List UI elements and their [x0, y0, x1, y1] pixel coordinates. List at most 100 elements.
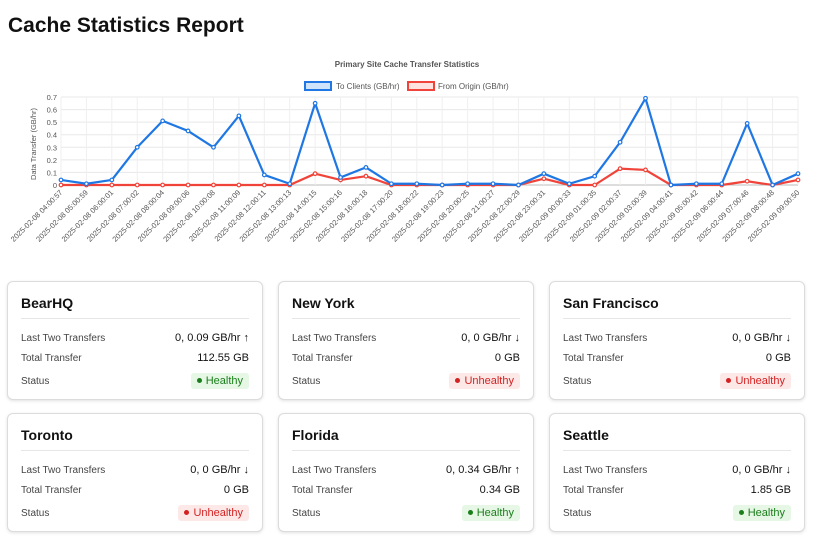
status-label: Status	[563, 375, 592, 387]
data-point[interactable]	[617, 139, 623, 145]
data-point[interactable]	[439, 182, 445, 188]
data-point[interactable]	[84, 181, 89, 187]
data-point[interactable]	[592, 182, 598, 188]
data-point[interactable]	[312, 100, 318, 106]
status-badge: Healthy	[732, 505, 791, 521]
total-label: Total Transfer	[292, 484, 353, 496]
data-point[interactable]	[312, 171, 318, 177]
legend-swatch-clients[interactable]	[304, 81, 332, 91]
data-point[interactable]	[58, 182, 64, 188]
data-point[interactable]	[185, 128, 191, 134]
status-label: Status	[563, 507, 592, 519]
data-point[interactable]	[185, 182, 191, 188]
data-point[interactable]	[388, 181, 394, 187]
data-point[interactable]	[338, 175, 343, 180]
data-point[interactable]	[109, 177, 115, 183]
total-label: Total Transfer	[563, 352, 624, 364]
status-badge: Healthy	[461, 505, 520, 521]
chart-title: Primary Site Cache Transfer Statistics	[335, 60, 480, 69]
data-point[interactable]	[465, 181, 471, 187]
data-point[interactable]	[744, 120, 750, 126]
status-text: Unhealthy	[193, 507, 243, 519]
status-dot-icon	[455, 377, 461, 383]
last-two-value: 0, 0 GB/hr ↓	[190, 464, 249, 476]
data-point[interactable]	[363, 173, 369, 179]
data-point[interactable]	[58, 177, 64, 183]
data-point[interactable]	[744, 178, 750, 184]
site-name: Florida	[292, 427, 520, 451]
site-card: BearHQ Last Two Transfers 0, 0.09 GB/hr ↑…	[7, 281, 263, 400]
legend[interactable]: To Clients (GB/hr) From Origin (GB/hr)	[304, 81, 509, 91]
data-point[interactable]	[261, 172, 267, 178]
total-row: Total Transfer 0 GB	[563, 350, 791, 366]
total-row: Total Transfer 1.85 GB	[563, 482, 791, 498]
data-point[interactable]	[287, 181, 293, 187]
status-dot-icon	[738, 509, 744, 515]
site-card: New York Last Two Transfers 0, 0 GB/hr ↓ …	[278, 281, 534, 400]
status-badge: Healthy	[190, 373, 249, 389]
total-value: 0 GB	[765, 352, 791, 364]
data-point[interactable]	[617, 166, 623, 172]
y-axis-ticks: 0 0.1 0.2 0.3 0.4 0.5 0.6 0.7	[47, 93, 57, 190]
total-value: 1.85 GB	[750, 484, 791, 496]
data-point[interactable]	[211, 144, 216, 150]
data-point[interactable]	[160, 118, 166, 124]
data-point[interactable]	[592, 173, 598, 179]
data-point[interactable]	[160, 182, 166, 188]
data-point[interactable]	[414, 181, 420, 187]
total-label: Total Transfer	[21, 484, 82, 496]
y-tick-label: 0.4	[47, 131, 57, 140]
data-point[interactable]	[211, 182, 216, 188]
status-text: Unhealthy	[735, 375, 785, 387]
status-text: Healthy	[476, 507, 514, 519]
data-point[interactable]	[541, 171, 547, 177]
data-point[interactable]	[134, 144, 140, 150]
last-two-label: Last Two Transfers	[292, 332, 377, 344]
data-point[interactable]	[693, 181, 699, 187]
legend-label-clients[interactable]: To Clients (GB/hr)	[336, 82, 400, 91]
total-row: Total Transfer 112.55 GB	[21, 350, 249, 366]
status-badge: Unhealthy	[449, 373, 520, 389]
last-two-value: 0, 0 GB/hr ↓	[732, 464, 791, 476]
y-tick-label: 0	[53, 181, 57, 190]
status-dot-icon	[196, 377, 202, 383]
data-point[interactable]	[363, 164, 369, 170]
last-two-row: Last Two Transfers 0, 0 GB/hr ↓	[21, 462, 249, 478]
data-point[interactable]	[643, 167, 648, 173]
last-two-label: Last Two Transfers	[563, 332, 648, 344]
chart-series	[58, 95, 801, 188]
data-point[interactable]	[236, 182, 242, 188]
data-point[interactable]	[134, 182, 140, 188]
data-point[interactable]	[541, 176, 547, 182]
data-point[interactable]	[516, 182, 521, 188]
total-row: Total Transfer 0.34 GB	[292, 482, 520, 498]
data-point[interactable]	[643, 95, 648, 101]
last-two-label: Last Two Transfers	[563, 464, 648, 476]
data-point[interactable]	[261, 182, 267, 188]
data-point[interactable]	[236, 113, 242, 119]
last-two-row: Last Two Transfers 0, 0.34 GB/hr ↑	[292, 462, 520, 478]
data-point[interactable]	[566, 181, 572, 187]
chart-svg: Primary Site Cache Transfer Statistics T…	[9, 60, 802, 244]
data-point[interactable]	[719, 181, 725, 187]
total-label: Total Transfer	[563, 484, 624, 496]
status-row: Status Unhealthy	[292, 373, 520, 389]
last-two-value: 0, 0.34 GB/hr ↑	[446, 464, 520, 476]
y-tick-label: 0.1	[47, 168, 57, 177]
data-point[interactable]	[109, 182, 115, 188]
chart-grid	[60, 96, 799, 186]
legend-swatch-origin[interactable]	[407, 81, 435, 91]
data-point[interactable]	[795, 171, 801, 177]
series-line	[61, 167, 799, 187]
data-point[interactable]	[668, 182, 674, 188]
site-card: Florida Last Two Transfers 0, 0.34 GB/hr …	[278, 413, 534, 532]
data-point[interactable]	[490, 181, 496, 187]
data-point[interactable]	[795, 177, 801, 183]
data-point[interactable]	[770, 182, 775, 188]
last-two-label: Last Two Transfers	[292, 464, 377, 476]
status-label: Status	[21, 507, 50, 519]
last-two-label: Last Two Transfers	[21, 332, 106, 344]
legend-label-origin[interactable]: From Origin (GB/hr)	[438, 82, 509, 91]
status-dot-icon	[467, 509, 473, 515]
status-text: Healthy	[205, 375, 243, 387]
